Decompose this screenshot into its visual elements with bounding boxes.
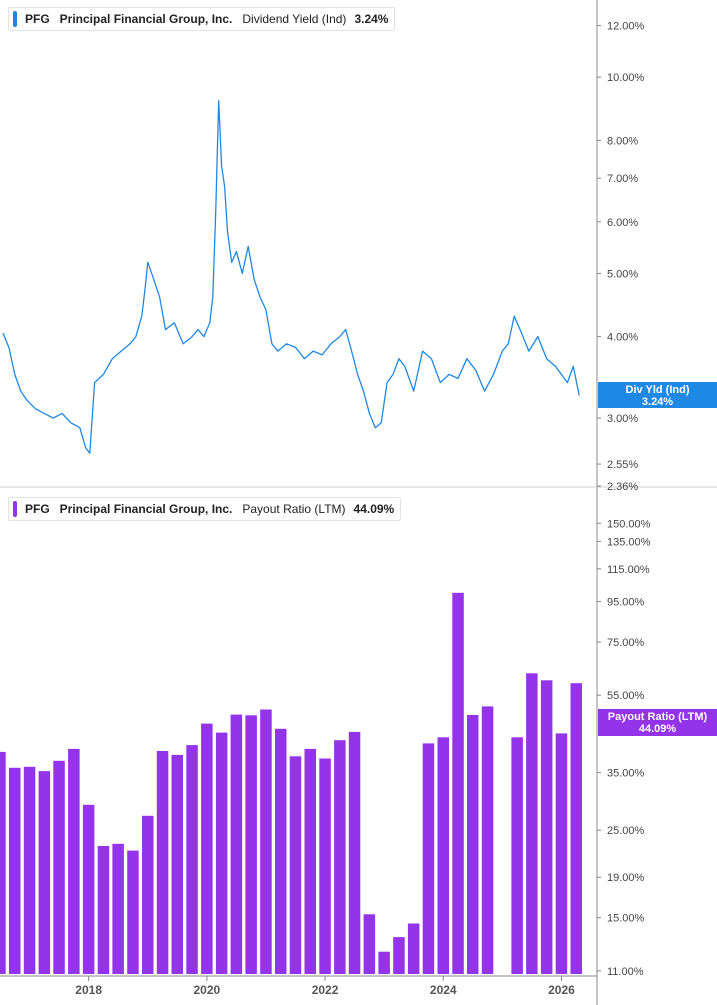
legend-value: 44.09% xyxy=(353,502,395,516)
x-tick-label: 2020 xyxy=(193,983,220,997)
y-tick-label: 150.00% xyxy=(607,518,651,530)
bar xyxy=(511,737,523,974)
y-tick-label: 19.00% xyxy=(607,872,645,884)
bar xyxy=(289,756,302,974)
tag-value: 3.24% xyxy=(641,396,674,408)
y-tick-label: 10.00% xyxy=(607,72,645,84)
legend-swatch xyxy=(13,501,17,517)
x-tick-label: 2022 xyxy=(312,983,339,997)
y-tick-label: 135.00% xyxy=(607,536,651,548)
bar xyxy=(407,923,420,974)
bar xyxy=(422,743,435,974)
bar xyxy=(9,767,21,974)
series-line-dividend-yield xyxy=(2,100,580,454)
bar xyxy=(97,846,110,974)
legend-ticker: PFG xyxy=(25,502,50,516)
bar xyxy=(526,673,538,974)
y-tick-label: 12.00% xyxy=(607,21,645,33)
y-tick-label: 4.00% xyxy=(607,332,638,344)
bar xyxy=(23,766,36,974)
tag-label: Payout Ratio (LTM) xyxy=(607,711,708,723)
y-tick-label: 2.55% xyxy=(607,459,638,471)
bar xyxy=(378,951,390,974)
legend-company: Principal Financial Group, Inc. xyxy=(59,12,233,26)
y-tick-label: 11.00% xyxy=(607,966,644,978)
y-tick-label: 95.00% xyxy=(607,597,645,609)
bar xyxy=(275,728,287,974)
bar xyxy=(215,732,228,974)
bar xyxy=(452,592,464,974)
y-tick-label: 75.00% xyxy=(607,637,645,649)
y-tick-label: 2.36% xyxy=(607,481,638,493)
y-tick-label: 55.00% xyxy=(607,690,645,702)
current-value-tag-payout: Payout Ratio (LTM) 44.09% xyxy=(598,709,717,736)
y-tick-label: 25.00% xyxy=(607,825,645,837)
bar xyxy=(348,731,361,974)
bar xyxy=(319,758,331,974)
bar xyxy=(38,771,51,974)
y-tick-label: 6.00% xyxy=(607,217,638,229)
x-tick-label: 2024 xyxy=(430,983,457,997)
x-tick-label: 2018 xyxy=(75,983,102,997)
legend-company: Principal Financial Group, Inc. xyxy=(59,502,233,516)
x-tick-label: 2026 xyxy=(548,983,575,997)
bar xyxy=(68,748,80,974)
bar xyxy=(112,843,124,974)
bar xyxy=(393,937,405,974)
legend-swatch xyxy=(13,11,17,27)
legend-metric: Payout Ratio (LTM) xyxy=(242,502,346,516)
bar xyxy=(304,748,316,974)
y-tick-label: 7.00% xyxy=(607,173,638,185)
bar xyxy=(245,715,257,974)
y-tick-label: 15.00% xyxy=(607,913,645,925)
legend-dividend-yield[interactable]: PFG Principal Financial Group, Inc. Divi… xyxy=(8,7,396,31)
bar xyxy=(0,751,6,974)
bar xyxy=(230,714,243,974)
bar xyxy=(127,850,139,974)
current-value-tag-yield: Div Yld (Ind) 3.24% xyxy=(598,382,717,408)
bar xyxy=(82,804,95,974)
legend-ticker: PFG xyxy=(25,12,50,26)
legend-value: 3.24% xyxy=(354,12,389,26)
bar xyxy=(260,709,272,974)
y-tick-label: 8.00% xyxy=(607,135,638,147)
legend-metric: Dividend Yield (Ind) xyxy=(242,12,347,26)
bar xyxy=(156,751,169,974)
bar xyxy=(201,723,213,974)
bar xyxy=(186,745,198,974)
bar xyxy=(555,733,568,974)
legend-payout-ratio[interactable]: PFG Principal Financial Group, Inc. Payo… xyxy=(8,497,402,521)
y-tick-label: 3.00% xyxy=(607,413,638,425)
bar xyxy=(171,754,183,974)
bar xyxy=(540,680,553,974)
y-tick-label: 35.00% xyxy=(607,768,645,780)
bar xyxy=(481,706,494,974)
bar xyxy=(570,683,582,974)
bar xyxy=(142,815,154,974)
y-tick-label: 5.00% xyxy=(607,268,638,280)
bar xyxy=(437,737,449,974)
tag-label: Div Yld (Ind) xyxy=(625,384,690,396)
tag-value: 44.09% xyxy=(638,723,677,735)
bar xyxy=(467,715,479,974)
bar xyxy=(363,914,376,974)
y-tick-label: 115.00% xyxy=(607,564,650,576)
bar xyxy=(334,740,346,974)
bar xyxy=(53,760,65,974)
